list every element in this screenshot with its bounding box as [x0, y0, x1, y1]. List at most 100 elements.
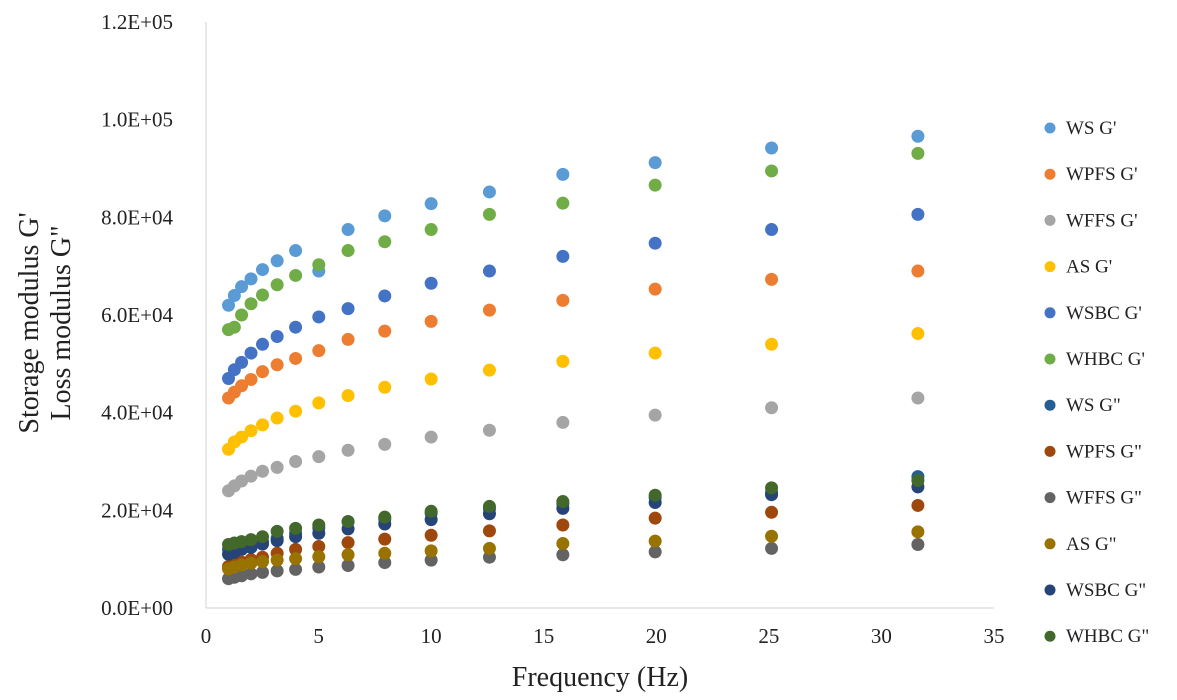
data-point — [244, 424, 258, 438]
data-point — [235, 355, 249, 369]
data-point — [765, 164, 779, 178]
y-tick-label: 1.2E+05 — [101, 10, 173, 34]
data-point — [256, 418, 270, 432]
y-tick-label: 1.0E+05 — [101, 108, 173, 132]
data-point — [270, 278, 284, 292]
data-point — [244, 533, 258, 547]
data-point — [648, 545, 662, 559]
x-tick-labels: 0 5 10 15 20 25 30 35 — [201, 624, 1005, 648]
y-tick-label: 0.0E+00 — [101, 596, 173, 620]
data-point — [911, 207, 925, 221]
data-point — [482, 207, 496, 221]
data-point — [424, 544, 438, 558]
data-point — [765, 505, 779, 519]
legend-item: WPFS G' — [1044, 164, 1138, 185]
x-tick-label: 25 — [758, 624, 779, 648]
data-point — [312, 560, 326, 574]
data-point — [270, 553, 284, 567]
data-point — [341, 515, 355, 529]
data-point — [341, 244, 355, 258]
data-point — [648, 346, 662, 360]
legend-marker — [1044, 399, 1056, 411]
legend-marker — [1044, 538, 1056, 550]
data-point — [556, 548, 570, 562]
data-point — [482, 185, 496, 199]
x-tick-label: 30 — [871, 624, 892, 648]
data-point — [235, 430, 249, 444]
data-point — [556, 196, 570, 210]
data-point — [270, 524, 284, 538]
series-1 — [222, 264, 925, 405]
legend-label: WFFS G' — [1066, 210, 1138, 231]
data-point — [270, 460, 284, 474]
data-point — [482, 423, 496, 437]
data-point — [227, 320, 241, 334]
legend-item: WS G" — [1044, 395, 1121, 416]
legend-item: WFFS G" — [1044, 488, 1142, 509]
data-point — [312, 344, 326, 358]
series-9 — [222, 525, 925, 576]
data-point — [341, 389, 355, 403]
data-point — [765, 529, 779, 543]
data-point — [341, 302, 355, 316]
data-point — [765, 401, 779, 415]
data-point — [289, 521, 303, 535]
data-point — [378, 556, 392, 570]
data-point — [556, 354, 570, 368]
legend-marker — [1044, 445, 1056, 457]
data-point — [424, 553, 438, 567]
legend-label: WHBC G' — [1066, 349, 1145, 370]
data-point — [424, 372, 438, 386]
legend-marker — [1044, 307, 1056, 319]
data-point — [244, 469, 258, 483]
data-point — [911, 538, 925, 552]
data-point — [270, 329, 284, 343]
data-point — [424, 276, 438, 290]
legend-label: AS G" — [1066, 534, 1117, 555]
data-point — [911, 525, 925, 539]
legend-marker — [1044, 492, 1056, 504]
legend-item: WHBC G' — [1044, 349, 1145, 370]
legend-marker — [1044, 214, 1056, 226]
legend-label: WSBC G" — [1066, 580, 1146, 601]
data-point — [312, 518, 326, 532]
data-point — [648, 408, 662, 422]
x-axis-title: Frequency (Hz) — [512, 662, 688, 693]
data-point — [482, 363, 496, 377]
data-point — [312, 550, 326, 564]
series-6 — [222, 470, 925, 556]
data-point — [556, 167, 570, 181]
data-point — [312, 539, 326, 553]
data-point — [556, 415, 570, 429]
data-point — [648, 156, 662, 170]
legend-item: AS G' — [1044, 257, 1112, 278]
series-0 — [222, 129, 925, 312]
data-point — [556, 518, 570, 532]
data-point — [378, 324, 392, 338]
legend-label: WHBC G" — [1066, 626, 1149, 647]
data-point — [648, 534, 662, 548]
data-point — [378, 235, 392, 249]
legend-label: WSBC G' — [1066, 303, 1142, 324]
series-7 — [222, 498, 925, 573]
legend: WS G' WPFS G' WFFS G' AS G' WSBC G' WHBC G' WS… — [1044, 118, 1149, 647]
series-8 — [222, 538, 925, 586]
data-point — [482, 264, 496, 278]
data-point — [648, 236, 662, 250]
data-point — [765, 481, 779, 495]
x-tick-label: 20 — [646, 624, 667, 648]
data-point — [341, 332, 355, 346]
data-point — [235, 308, 249, 322]
data-point — [556, 249, 570, 263]
x-tick-label: 10 — [421, 624, 442, 648]
data-point — [270, 254, 284, 268]
data-point — [482, 303, 496, 317]
data-point — [270, 411, 284, 425]
y-tick-label: 8.0E+04 — [101, 205, 173, 229]
data-point — [556, 293, 570, 307]
legend-item: AS G" — [1044, 534, 1117, 555]
data-point — [424, 197, 438, 211]
x-tick-label: 15 — [533, 624, 554, 648]
